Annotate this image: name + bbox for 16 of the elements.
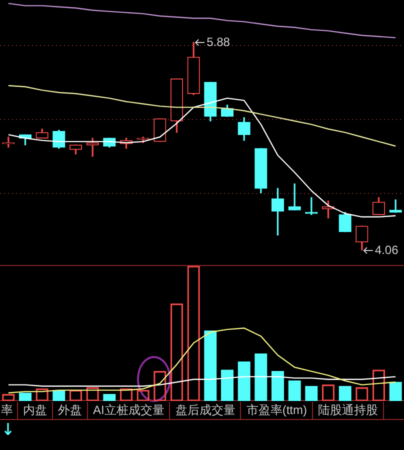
- annotation: 5.88: [206, 34, 230, 49]
- text: 外盘: [53, 402, 88, 418]
- text: 率: [0, 402, 18, 418]
- bar: [254, 353, 268, 401]
- text: 内盘: [18, 402, 53, 418]
- text: 陆股通持股: [313, 402, 384, 418]
- bar: [220, 370, 234, 401]
- text: 盘后成交量: [170, 402, 242, 418]
- bar: [271, 370, 284, 401]
- annotation: 4.06: [374, 242, 399, 257]
- bar: [103, 394, 116, 401]
- bar: [238, 362, 250, 401]
- bar: [288, 380, 301, 401]
- text: AI立桩成交量: [88, 402, 170, 418]
- bar: [204, 330, 217, 401]
- text: 市盈率(ttm): [241, 402, 313, 418]
